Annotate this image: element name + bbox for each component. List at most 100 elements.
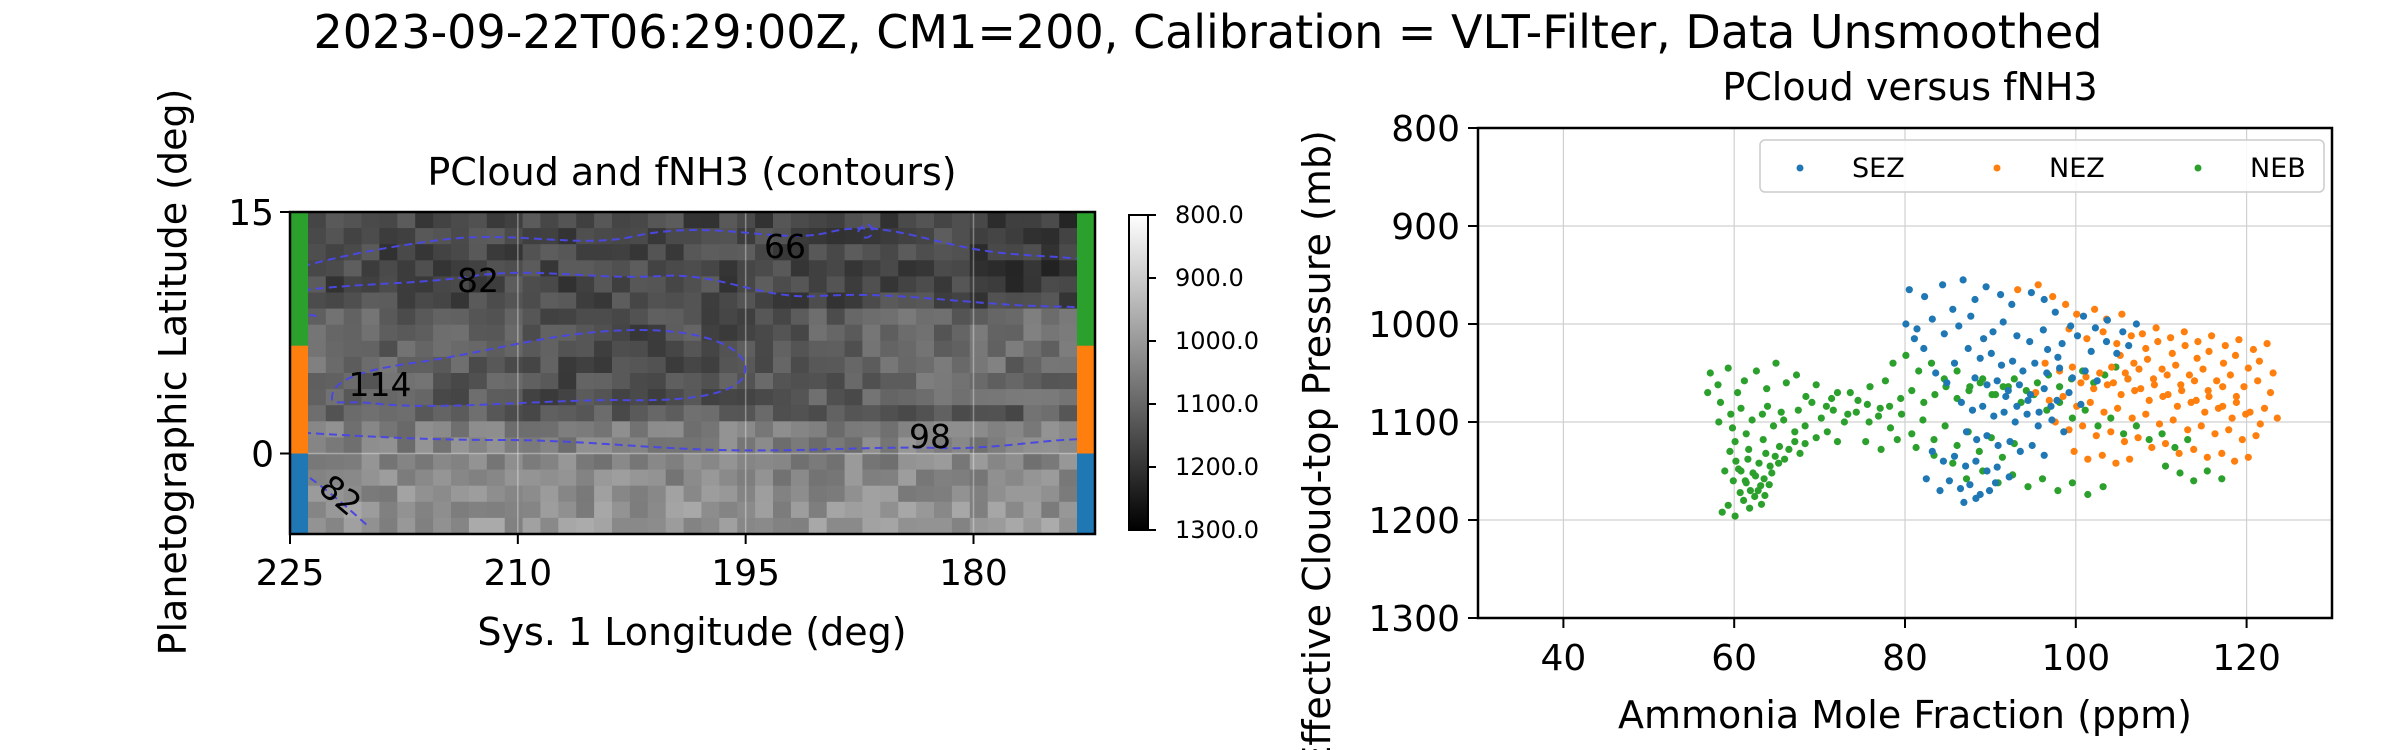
scatter-point (2054, 353, 2062, 361)
heatmap-cell (683, 453, 703, 471)
heatmap-cell (916, 421, 935, 438)
heatmap-cell (808, 453, 828, 471)
scatter-point (2051, 308, 2059, 316)
scatter-point (1755, 459, 1763, 467)
heatmap-cell (540, 228, 559, 245)
scatter-point (2099, 328, 2107, 336)
heatmap-cell (594, 308, 613, 326)
heatmap-cell (737, 453, 756, 471)
heatmap-cell (987, 260, 1007, 277)
heatmap-cell (773, 292, 792, 310)
heatmap-cell (397, 212, 416, 229)
scatter-point (2194, 338, 2202, 346)
heatmap-cell (755, 437, 774, 455)
scatter-point (2009, 357, 2017, 365)
heatmap-cell (433, 260, 452, 277)
heatmap-cell (951, 437, 971, 455)
heatmap-cell (415, 437, 434, 455)
scatter-point (1991, 479, 2000, 487)
heatmap-cell (951, 356, 971, 374)
heatmap-cell (343, 212, 363, 229)
heatmap-cell (451, 260, 470, 277)
scatter-point (1928, 315, 1936, 323)
heatmap-cell (361, 292, 381, 310)
heatmap-cell (558, 212, 577, 229)
heatmap-cell (612, 356, 631, 374)
heatmap-cell (504, 389, 524, 406)
scatter-point (2048, 416, 2056, 424)
x-tick-label: 60 (1711, 638, 1757, 679)
scatter-point (1766, 462, 1774, 470)
heatmap-cell (790, 324, 810, 342)
heatmap-cell (951, 228, 971, 245)
heatmap-cell (504, 324, 524, 342)
heatmap-cell (343, 421, 363, 438)
heatmap-cell (1041, 517, 1060, 534)
heatmap-cells (290, 212, 1095, 534)
scatter-point (1928, 447, 1936, 455)
scatter-point (2026, 391, 2035, 399)
heatmap-cell (844, 228, 864, 245)
heatmap-cell (647, 228, 667, 245)
scatter-point (1962, 428, 1971, 436)
heatmap-cell (540, 469, 559, 487)
heatmap-cell (790, 469, 810, 487)
heatmap-cell (916, 437, 935, 455)
heatmap-cell (451, 485, 470, 503)
scatter-point (1704, 389, 1712, 397)
heatmap-cell (737, 405, 756, 422)
heatmap-cell (594, 469, 613, 487)
scatter-point (1953, 441, 1961, 450)
heatmap-cell (629, 373, 649, 390)
heatmap-cell (916, 405, 935, 422)
heatmap-cell (647, 453, 667, 471)
scatter-point (2178, 387, 2186, 395)
heatmap-cell (951, 389, 971, 406)
scatter-point (1844, 410, 1852, 418)
scatter-point (2154, 338, 2162, 346)
scatter-point (1791, 428, 1799, 436)
heatmap-cell (558, 340, 577, 358)
heatmap-cell (451, 405, 470, 422)
heatmap-cell (755, 501, 774, 519)
series-sez (1902, 276, 2140, 506)
heatmap-cell (916, 373, 935, 390)
heatmap-cell (683, 501, 703, 519)
scatter-point (1905, 286, 1913, 294)
heatmap-cell (1023, 437, 1042, 455)
heatmap-cell (916, 212, 935, 229)
scatter-point (1740, 496, 1748, 504)
scatter-point (1833, 389, 1842, 397)
heatmap-cell (468, 276, 488, 294)
heatmap-cell (862, 244, 881, 261)
scatter-point (1950, 452, 1959, 460)
heatmap-cell (522, 469, 542, 487)
heatmap-cell (665, 517, 685, 534)
heatmap-cell (862, 228, 881, 245)
heatmap-cell (773, 244, 792, 261)
scatter-point (2214, 404, 2222, 412)
heatmap-cell (969, 389, 989, 406)
scatter-panel: PCloud versus fNH3 40 60 80 100 120 800 900 10… (1295, 65, 2334, 750)
heatmap-cell (397, 308, 416, 326)
heatmap-cell (486, 421, 506, 438)
scatter-point (1990, 412, 1998, 420)
contour-line (290, 271, 1095, 311)
scatter-point (2002, 392, 2010, 401)
heatmap-cell (826, 244, 846, 261)
heatmap-cell (1005, 517, 1025, 534)
heatmap-cell (594, 389, 613, 406)
scatter-point (2107, 414, 2115, 422)
heatmap-cell (1041, 324, 1060, 342)
scatter-point (1745, 445, 1753, 453)
heatmap-cell (540, 453, 559, 471)
heatmap-cell (951, 276, 971, 294)
heatmap-cell (934, 340, 953, 358)
heatmap-cell (433, 517, 452, 534)
heatmap-cell (343, 517, 363, 534)
heatmap-cell (1023, 356, 1042, 374)
heatmap-cell (647, 485, 667, 503)
heatmap-cell (826, 405, 846, 422)
scatter-point (1801, 440, 1809, 448)
heatmap-cell (629, 501, 649, 519)
